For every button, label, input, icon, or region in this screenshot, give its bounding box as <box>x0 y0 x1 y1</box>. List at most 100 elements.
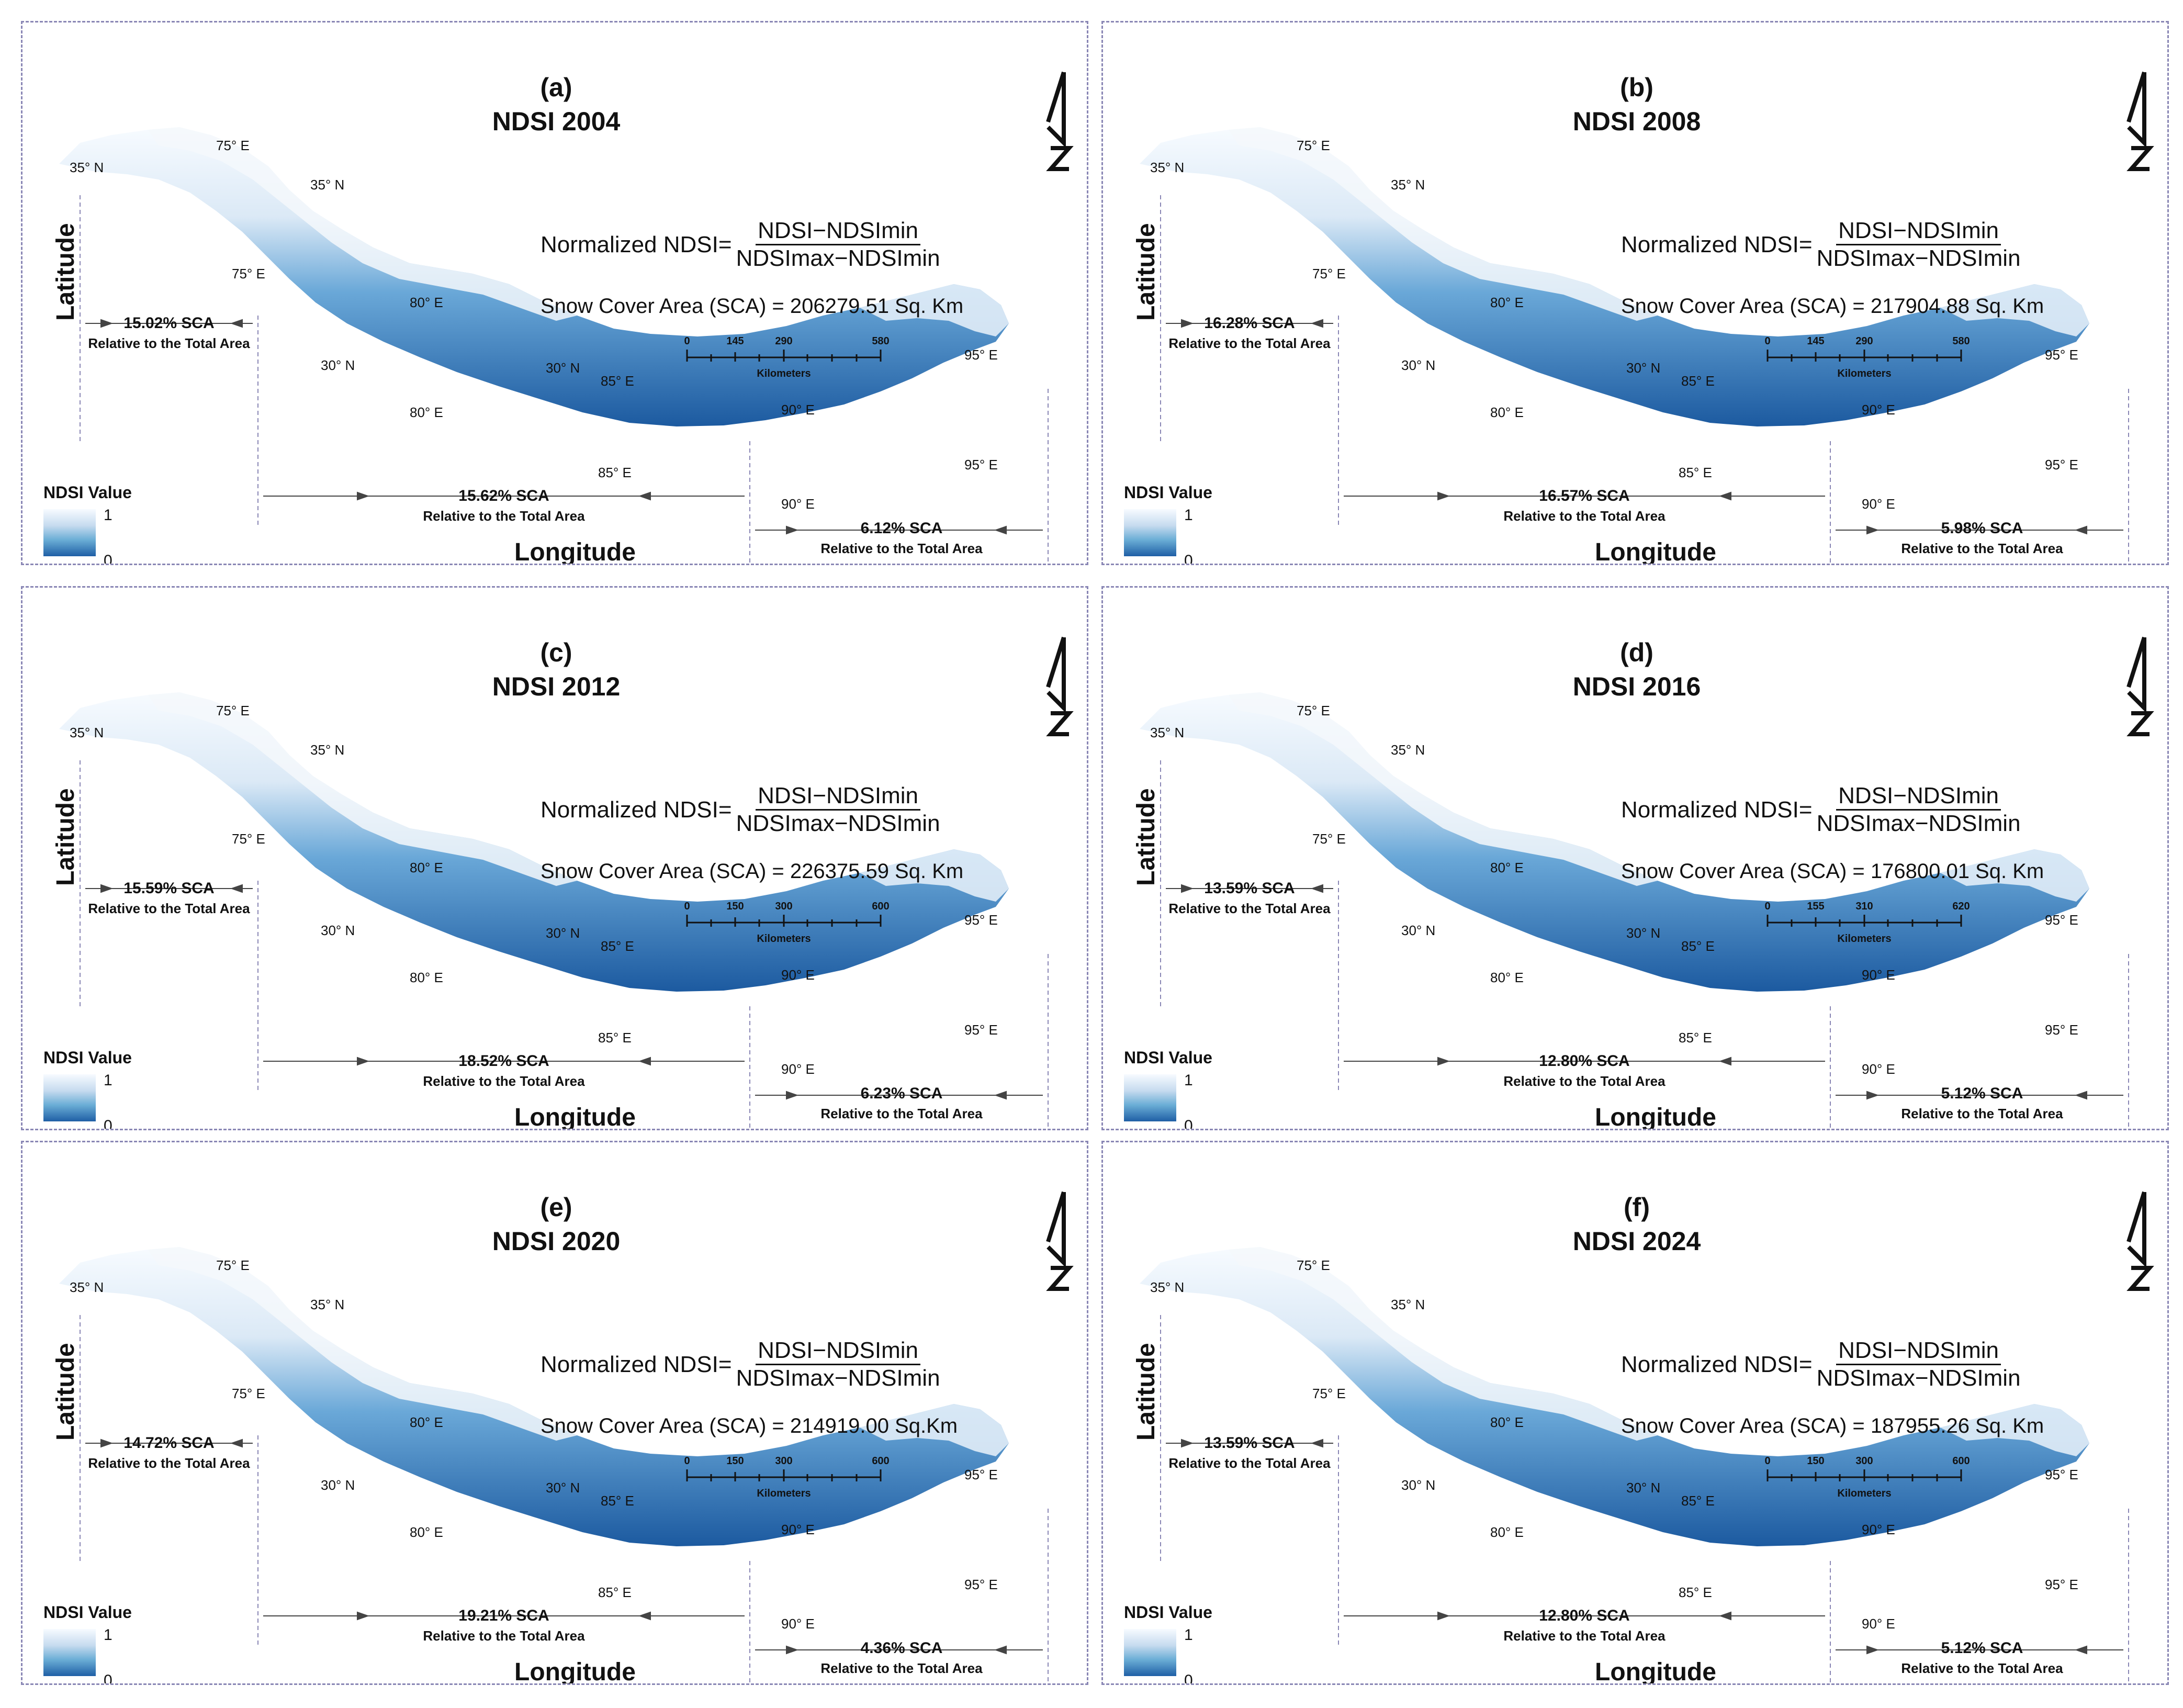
coord-label: 85° E <box>598 1030 632 1046</box>
snow-east-highlands <box>860 284 1009 336</box>
snow-highlands <box>148 692 577 886</box>
scalebar-tick: 290 <box>1855 335 1873 347</box>
west-sca-pct: 13.59% SCA <box>1204 880 1295 897</box>
region-divider-lines <box>1160 760 2129 1129</box>
coord-label: 90° E <box>1862 967 1895 983</box>
east-relative: Relative to the Total Area <box>1901 541 2063 556</box>
coord-label: 85° E <box>598 1585 632 1600</box>
longitude-label: Longitude <box>1595 538 1716 565</box>
central-sca-pct: 18.52% SCA <box>458 1052 549 1070</box>
snow-highlands <box>1229 692 1658 886</box>
coord-label: 30° N <box>1626 925 1661 941</box>
latitude-label: Latitude <box>52 788 80 886</box>
map-panel-c: (c) NDSI 2012 Normalized NDSI = NDSI−NDSI… <box>21 586 1088 1130</box>
central-relative: Relative to the Total Area <box>1503 508 1666 524</box>
himalaya-region <box>59 692 1009 992</box>
scalebar-unit: Kilometers <box>757 368 811 379</box>
scalebar-unit: Kilometers <box>1837 933 1892 945</box>
coord-label: 80° E <box>410 295 443 310</box>
central-relative: Relative to the Total Area <box>1503 1073 1666 1089</box>
central-sca-pct: 15.62% SCA <box>458 487 549 504</box>
formula-fraction: NDSI−NDSImin NDSImax−NDSImin <box>1815 218 2023 271</box>
scalebar-tick: 600 <box>872 1455 890 1467</box>
scalebar-unit: Kilometers <box>1837 368 1892 379</box>
sca-arrows <box>85 1439 1043 1655</box>
longitude-label: Longitude <box>514 1104 636 1130</box>
ndsi-formula: Normalized NDSI = NDSI−NDSImin NDSImax−ND… <box>541 218 942 271</box>
longitude-label: Longitude <box>514 1658 636 1685</box>
snow-east-highlands <box>860 1404 1009 1456</box>
latitude-label: Latitude <box>1132 1343 1160 1441</box>
longitude-label: Longitude <box>1595 1104 1716 1130</box>
coord-label: 75° E <box>1297 1257 1330 1273</box>
central-sca-pct: 19.21% SCA <box>458 1607 549 1624</box>
east-relative: Relative to the Total Area <box>1901 1660 2063 1676</box>
coord-label: 75° E <box>216 138 250 153</box>
coord-label: 75° E <box>1297 138 1330 153</box>
coord-label: 95° E <box>2045 1577 2078 1592</box>
map-panel-d: (d) NDSI 2016 Normalized NDSI = NDSI−NDSI… <box>1101 586 2169 1130</box>
scalebar-tick: 290 <box>775 335 793 347</box>
coord-label: 30° N <box>546 360 580 376</box>
snow-highlands <box>1229 1247 1658 1441</box>
legend-max: 1 <box>1184 1072 1193 1089</box>
formula-equals: = <box>1798 231 1813 257</box>
formula-equals: = <box>718 231 732 257</box>
coord-label: 95° E <box>964 912 998 928</box>
scalebar-tick: 0 <box>1764 335 1771 347</box>
coord-label: 75° E <box>1312 1386 1346 1401</box>
coord-label: 35° N <box>1391 177 1425 193</box>
scalebar-tick: 300 <box>775 1455 793 1467</box>
formula-fraction: NDSI−NDSImin NDSImax−NDSImin <box>734 783 942 836</box>
coord-label: 30° N <box>321 357 355 373</box>
west-relative: Relative to the Total Area <box>1168 335 1331 351</box>
coord-label: 85° E <box>598 465 632 480</box>
scalebar-tick: 310 <box>1855 901 1873 912</box>
coord-label: 95° E <box>964 457 998 473</box>
coord-label: 85° E <box>1679 465 1712 480</box>
scalebar-tick: 620 <box>1952 901 1970 912</box>
region-divider-lines <box>80 760 1049 1129</box>
formula-numerator: NDSI−NDSImin <box>1836 1338 2001 1366</box>
central-relative: Relative to the Total Area <box>423 508 585 524</box>
coord-label: 35° N <box>1150 725 1185 740</box>
coord-label: 30° N <box>321 923 355 938</box>
coord-label: 80° E <box>1490 860 1524 875</box>
scalebar-tick: 150 <box>726 1455 744 1467</box>
map-canvas <box>1140 1191 2154 1683</box>
coord-label: 75° E <box>232 831 265 847</box>
coord-label: 75° E <box>216 1257 250 1273</box>
sca-total: Snow Cover Area (SCA) = 176800.01 Sq. Km <box>1621 860 2044 883</box>
coord-label: 30° N <box>1401 923 1436 938</box>
coord-label: 75° E <box>216 703 250 718</box>
central-sca-pct: 12.80% SCA <box>1539 1607 1630 1624</box>
west-relative: Relative to the Total Area <box>88 335 250 351</box>
map-canvas <box>1140 636 2154 1129</box>
longitude-label: Longitude <box>1595 1658 1716 1685</box>
legend-title: NDSI Value <box>1124 483 1212 502</box>
east-relative: Relative to the Total Area <box>820 1106 983 1121</box>
snow-highlands <box>148 127 577 321</box>
coord-label: 75° E <box>232 1386 265 1401</box>
coord-label: 95° E <box>2045 347 2078 363</box>
coord-label: 90° E <box>1862 402 1895 418</box>
sca-total: Snow Cover Area (SCA) = 206279.51 Sq. Km <box>541 295 964 318</box>
legend-min: 0 <box>104 552 112 565</box>
coord-label: 80° E <box>410 404 443 420</box>
east-sca-pct: 5.12% SCA <box>1941 1085 2023 1102</box>
himalaya-region <box>1140 1247 2089 1546</box>
east-sca-pct: 4.36% SCA <box>860 1639 943 1657</box>
sca-total: Snow Cover Area (SCA) = 214919.00 Sq.Km <box>541 1414 958 1437</box>
panel-label: (b) <box>1620 73 1653 102</box>
coord-label: 85° E <box>1679 1030 1712 1046</box>
west-sca-pct: 16.28% SCA <box>1204 314 1295 332</box>
map-panel-e: (e) NDSI 2020 Normalized NDSI = NDSI−NDSI… <box>21 1141 1088 1685</box>
coord-label: 80° E <box>410 970 443 985</box>
coord-label: 75° E <box>1312 831 1346 847</box>
north-arrow <box>2126 636 2154 736</box>
formula-equals: = <box>1798 1351 1813 1377</box>
legend-min: 0 <box>104 1117 112 1130</box>
coord-label: 95° E <box>2045 912 2078 928</box>
formula-numerator: NDSI−NDSImin <box>1836 783 2001 811</box>
west-sca-pct: 14.72% SCA <box>123 1434 215 1452</box>
